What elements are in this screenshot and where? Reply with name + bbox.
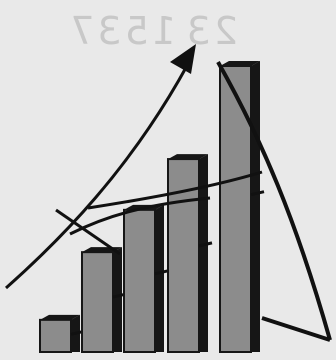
cross-line-2 — [69, 196, 211, 236]
bar-3 — [123, 204, 169, 353]
arc-base-line — [261, 316, 331, 342]
background-text-1: 1537 — [67, 9, 176, 53]
bar-4 — [167, 154, 213, 353]
bar-5-side — [251, 61, 260, 352]
bar-1 — [39, 314, 85, 354]
bar-5-tick — [250, 190, 265, 197]
decoration-layer — [5, 44, 332, 342]
bar-2 — [81, 247, 127, 353]
bar-3-front — [123, 208, 156, 353]
bar-2-side — [113, 247, 122, 352]
background-text-2: 23 — [184, 9, 238, 53]
bar-4-side — [199, 154, 208, 352]
cross-line-1 — [55, 208, 121, 256]
bar-1-top — [40, 314, 80, 320]
trend-arrow-line — [5, 63, 190, 290]
bar-4-top — [168, 154, 208, 160]
trend-arrow-head — [170, 44, 196, 74]
cross-line-3 — [87, 170, 263, 210]
arc-curve — [216, 61, 332, 341]
bar-3-tick — [154, 269, 169, 276]
bar-2-front — [81, 251, 114, 353]
bar-5-top — [220, 61, 260, 66]
bar-5-front — [219, 65, 252, 353]
bar-4-tick — [198, 241, 213, 248]
bar-3-side — [155, 204, 164, 352]
bar-1-front — [39, 318, 72, 354]
